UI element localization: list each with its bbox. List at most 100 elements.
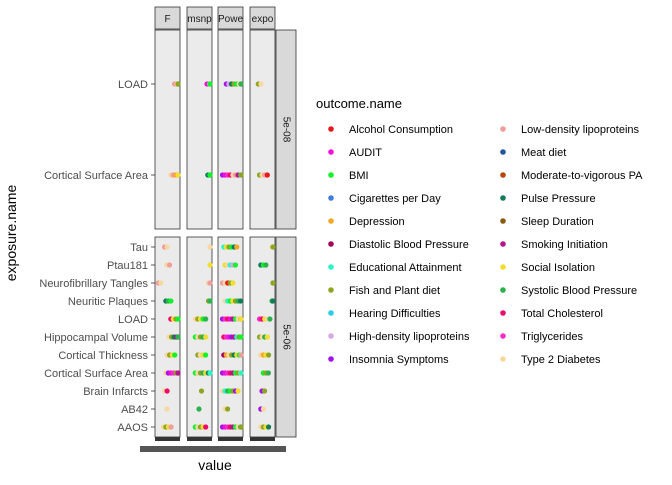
- point-low-density-lipoproteins: [168, 424, 174, 430]
- legend-key-meat-diet: [500, 149, 506, 155]
- legend-key-moderate-to-vigorous-pa: [500, 172, 506, 178]
- y-tick-ab42: AB42: [121, 404, 148, 416]
- point-pulse-pressure: [270, 298, 276, 304]
- point-fish-and-plant-diet: [238, 172, 244, 178]
- point-bmi: [207, 81, 213, 87]
- legend-label-cigarettes-per-day: Cigarettes per Day: [349, 193, 441, 205]
- strip-msnp: [186, 6, 213, 30]
- legend-label-audit: AUDIT: [349, 147, 382, 159]
- point-systolic-blood-pressure: [207, 298, 213, 304]
- legend-key-total-cholesterol: [500, 310, 506, 316]
- point-fish-and-plant-diet: [198, 388, 205, 394]
- legend-label-educational-attainment: Educational Attainment: [349, 262, 462, 274]
- y-tick-tau: Tau: [130, 242, 148, 254]
- point-social-isolation: [175, 172, 181, 178]
- point-social-isolation: [264, 334, 270, 340]
- point-bmi: [175, 316, 181, 322]
- y-tick-neuritic-plaques: Neuritic Plaques: [68, 296, 149, 308]
- row-strip-label-5e-06: 5e-06: [280, 324, 291, 350]
- legend-label-bmi: BMI: [349, 170, 369, 182]
- legend-key-low-density-lipoproteins: [500, 126, 506, 132]
- point-total-cholesterol: [203, 424, 209, 430]
- legend-key-fish-and-plant-diet: [328, 287, 334, 293]
- point-low-density-lipoproteins: [238, 352, 244, 358]
- legend-key-bmi: [328, 172, 334, 178]
- point-systolic-blood-pressure: [238, 81, 244, 87]
- panel-r0-c3: [249, 29, 276, 230]
- point-social-isolation: [238, 316, 244, 322]
- strip-label-msnp: msnp: [187, 14, 212, 25]
- point-fish-and-plant-diet: [266, 352, 272, 358]
- y-tick-cortical-surface-area: Cortical Surface Area: [44, 368, 149, 380]
- point-social-isolation: [230, 280, 236, 286]
- point-alcohol-consumption: [264, 172, 270, 178]
- point-depression: [234, 244, 240, 250]
- y-tick-load: LOAD: [118, 79, 148, 91]
- legend-label-low-density-lipoproteins: Low-density lipoproteins: [521, 124, 640, 136]
- legend-label-social-isolation: Social Isolation: [521, 262, 595, 274]
- legend-key-audit: [328, 149, 334, 155]
- panel-r0-c2: [217, 29, 244, 230]
- point-low-density-lipoproteins: [167, 262, 173, 268]
- y-tick-neurofibrillary-tangles: Neurofibrillary Tangles: [39, 278, 148, 290]
- legend-key-triglycerides: [500, 333, 506, 339]
- legend-key-pulse-pressure: [500, 195, 506, 201]
- y-axis-title: exposure.name: [3, 185, 19, 282]
- point-educational-attainment: [238, 370, 244, 376]
- row-strip-5e-08: [275, 29, 297, 230]
- point-systolic-blood-pressure: [175, 334, 181, 340]
- point-systolic-blood-pressure: [267, 316, 273, 322]
- strip-label-powe: Powe: [218, 14, 243, 25]
- point-type-2-diabetes: [164, 244, 170, 250]
- x-tick-labels-overlap: [140, 446, 286, 452]
- row-facet-strips: 5e-08 5e-06: [275, 29, 297, 438]
- legend-key-cigarettes-per-day: [328, 195, 334, 201]
- strip-label-expo: expo: [252, 14, 274, 25]
- point-fish-and-plant-diet: [270, 244, 276, 250]
- legend-label-type-2-diabetes: Type 2 Diabetes: [521, 354, 601, 366]
- point-bmi: [207, 172, 213, 178]
- strip-expo: [249, 6, 276, 30]
- legend-key-high-density-lipoproteins: [328, 333, 334, 339]
- y-tick-aaos: AAOS: [117, 422, 148, 434]
- point-fish-and-plant-diet: [262, 388, 268, 394]
- legend-label-total-cholesterol: Total Cholesterol: [521, 308, 603, 320]
- facet-panels: [154, 29, 276, 438]
- x-axis-ticks: [140, 437, 286, 452]
- legend-key-alcohol-consumption: [328, 126, 334, 132]
- point-social-isolation: [203, 334, 209, 340]
- data-points: [155, 81, 276, 430]
- legend-label-depression: Depression: [349, 216, 405, 228]
- legend-key-sleep-duration: [500, 218, 506, 224]
- legend-label-pulse-pressure: Pulse Pressure: [521, 193, 596, 205]
- y-tick-hippocampal-volume: Hippocampal Volume: [44, 332, 148, 344]
- legend-label-systolic-blood-pressure: Systolic Blood Pressure: [521, 285, 637, 297]
- point-systolic-blood-pressure: [196, 406, 202, 412]
- legend-label-high-density-lipoproteins: High-density lipoproteins: [349, 331, 470, 343]
- point-social-isolation: [207, 262, 213, 268]
- y-tick-labels: LOAD Cortical Surface Area Tau Ptau181 Neuro…: [39, 79, 155, 434]
- point-systolic-blood-pressure: [203, 316, 209, 322]
- point-educational-attainment: [207, 370, 213, 376]
- row-strip-label-5e-08: 5e-08: [280, 117, 291, 143]
- point-bmi: [168, 298, 174, 304]
- x-tick-marks-0: [155, 437, 180, 441]
- point-bmi: [238, 334, 244, 340]
- y-tick-load: LOAD: [118, 314, 148, 326]
- legend-label-moderate-to-vigorous-pa: Moderate-to-vigorous PA: [521, 170, 643, 182]
- legend-label-smoking-initiation: Smoking Initiation: [521, 239, 608, 251]
- legend-label-alcohol-consumption: Alcohol Consumption: [349, 124, 453, 136]
- y-tick-ptau181: Ptau181: [107, 260, 148, 272]
- legend-label-insomnia-symptoms: Insomnia Symptoms: [349, 354, 449, 366]
- legend-key-systolic-blood-pressure: [500, 287, 506, 293]
- legend-key-insomnia-symptoms: [328, 356, 334, 362]
- y-tick-brain-infarcts: Brain Infarcts: [83, 386, 148, 398]
- point-total-cholesterol: [164, 388, 170, 394]
- legend-key-social-isolation: [500, 264, 506, 270]
- point-type-2-diabetes: [158, 280, 164, 286]
- strip-label-f: F: [164, 14, 170, 25]
- panel-r0-c0: [154, 29, 181, 230]
- legend-label-meat-diet: Meat diet: [521, 147, 566, 159]
- point-fish-and-plant-diet: [270, 280, 276, 286]
